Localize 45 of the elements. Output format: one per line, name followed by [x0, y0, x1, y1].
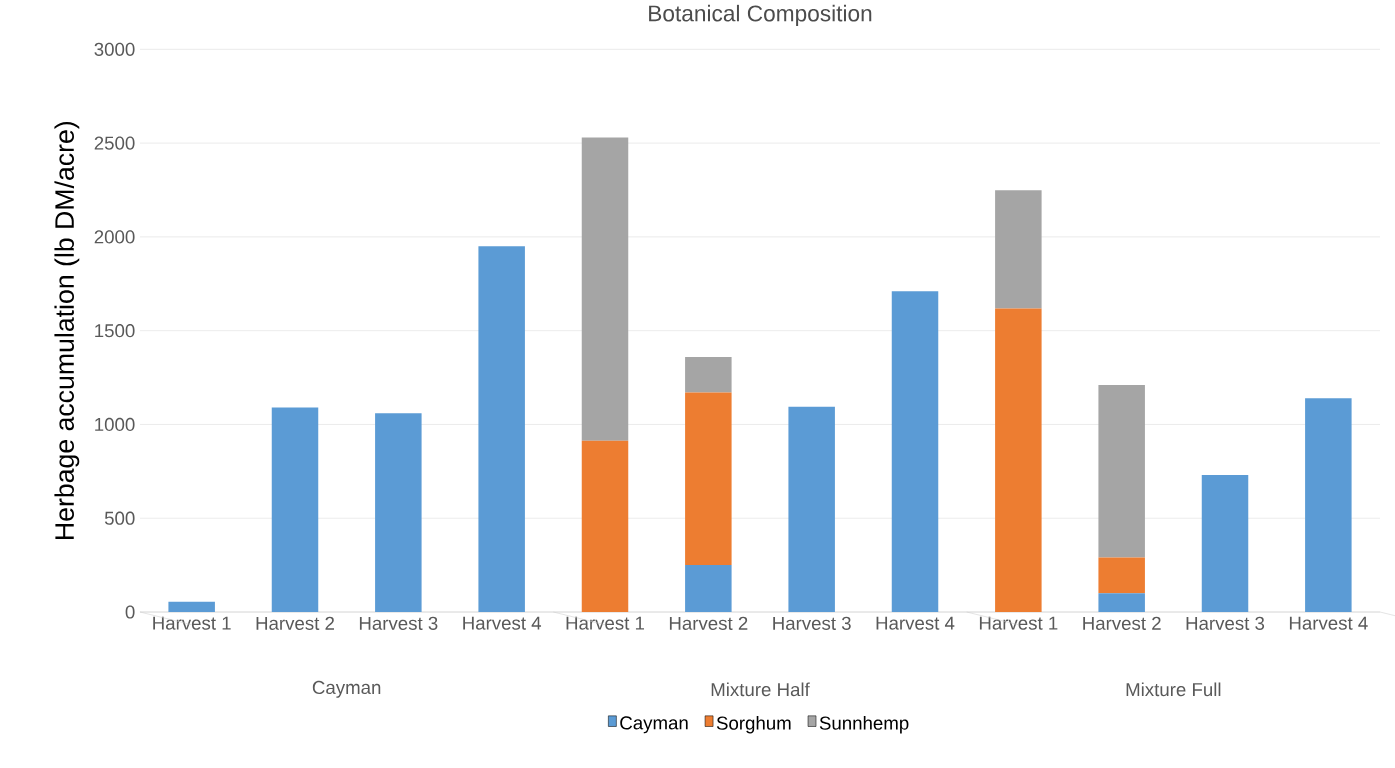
text: Cayman	[312, 680, 381, 698]
y-tick-label: 1500	[95, 324, 135, 338]
text: Mixture Half	[711, 682, 810, 697]
bar	[168, 601, 215, 612]
x-tick-label: Harvest 3	[1186, 616, 1265, 630]
legend-label: Sorghum	[716, 716, 791, 734]
x-tick-label: Harvest 2	[256, 616, 334, 630]
bar	[581, 440, 629, 612]
y-tick-label: 2500	[94, 136, 135, 150]
bar	[685, 565, 732, 612]
text: Mixture Full	[1126, 682, 1221, 697]
bar	[995, 308, 1042, 612]
bar	[685, 356, 732, 393]
bar	[788, 406, 835, 612]
legend-label: Sunnhemp	[819, 716, 909, 734]
y-tick-label: 0	[125, 605, 135, 619]
bar	[478, 246, 525, 612]
x-tick-label: Harvest 1	[153, 616, 231, 630]
bar	[1098, 557, 1145, 594]
bar	[891, 291, 939, 612]
x-tick-label: Harvest 1	[566, 616, 645, 630]
x-tick-label: Harvest 2	[1083, 616, 1161, 630]
bar	[1201, 475, 1249, 612]
bar	[1098, 385, 1145, 558]
bar	[581, 137, 629, 441]
y-tick-label: 500	[104, 511, 135, 525]
x-tick-label: Harvest 3	[359, 616, 438, 630]
y-tick-label: 3000	[94, 42, 135, 56]
x-tick-label: Harvest 2	[669, 616, 748, 630]
y-tick-label: 2000	[94, 230, 135, 244]
x-tick-label: Harvest 3	[773, 616, 851, 630]
x-tick-label: Harvest 4	[1289, 616, 1368, 630]
x-tick-label: Harvest 4	[463, 616, 542, 630]
y-tick-label: 1000	[95, 417, 135, 432]
bar	[995, 190, 1042, 309]
x-tick-label: Harvest 1	[979, 616, 1058, 630]
x-tick-label: Harvest 4	[876, 616, 955, 630]
chart-title: Botanical Composition	[649, 4, 872, 26]
bar	[1305, 398, 1352, 612]
bar	[1098, 593, 1145, 612]
legend-label: Cayman	[620, 716, 688, 734]
y-axis-title: Herbage accumulation (lb DM/acre)	[54, 121, 80, 539]
bar	[375, 413, 422, 612]
bar	[685, 392, 732, 566]
bar	[271, 407, 319, 612]
